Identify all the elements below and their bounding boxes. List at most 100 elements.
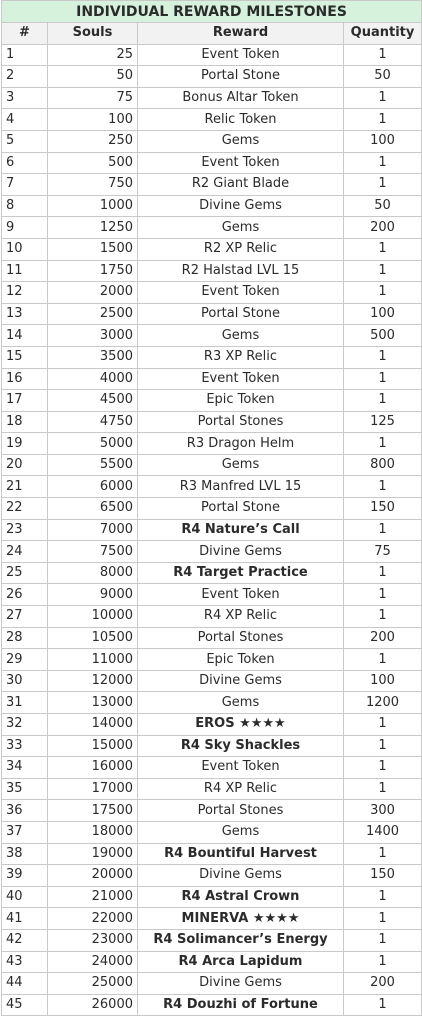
row-reward: Epic Token — [137, 389, 344, 412]
row-number: 26 — [1, 583, 48, 607]
row-souls: 21000 — [47, 885, 138, 909]
row-souls: 26000 — [47, 993, 138, 1017]
row-souls: 6500 — [47, 497, 138, 520]
row-souls: 19000 — [47, 842, 138, 866]
row-number: 41 — [1, 907, 48, 930]
row-souls: 10500 — [47, 626, 138, 650]
row-reward: Divine Gems — [137, 864, 344, 887]
row-quantity: 150 — [342, 864, 422, 887]
row-number: 39 — [1, 864, 48, 887]
row-number: 1 — [1, 43, 48, 67]
row-quantity: 1 — [342, 993, 422, 1017]
row-reward: Portal Stone — [137, 497, 344, 520]
row-number: 11 — [1, 259, 48, 283]
row-quantity: 1 — [342, 928, 422, 952]
row-number: 42 — [1, 928, 48, 952]
row-quantity: 1 — [342, 475, 422, 499]
table-row: 18 4750 Portal Stones 125 — [1, 410, 422, 434]
row-reward: Gems — [137, 129, 344, 153]
table-row: 20 5500 Gems 800 — [1, 453, 422, 477]
row-souls: 2000 — [47, 281, 138, 304]
table-row: 17 4500 Epic Token 1 — [1, 389, 422, 412]
row-quantity: 1 — [342, 86, 422, 110]
table-row: 44 25000 Divine Gems 200 — [1, 972, 422, 995]
row-souls: 5000 — [47, 432, 138, 455]
column-header-quantity: Quantity — [342, 22, 422, 45]
table-title: INDIVIDUAL REWARD MILESTONES — [0, 0, 422, 23]
row-reward: Divine Gems — [137, 669, 344, 693]
row-reward: Divine Gems — [137, 194, 344, 218]
row-number: 18 — [1, 410, 48, 434]
row-quantity: 1 — [342, 518, 422, 542]
table-row: 14 3000 Gems 500 — [1, 324, 422, 347]
row-souls: 1000 — [47, 194, 138, 218]
row-reward: Divine Gems — [137, 540, 344, 563]
table-row: 23 7000 R4 Nature’s Call 1 — [1, 518, 422, 542]
row-quantity: 800 — [342, 453, 422, 477]
row-souls: 500 — [47, 151, 138, 175]
row-reward: Portal Stone — [137, 302, 344, 326]
row-reward: Gems — [137, 691, 344, 714]
row-quantity: 1200 — [342, 691, 422, 714]
row-souls: 18000 — [47, 820, 138, 844]
row-number: 22 — [1, 497, 48, 520]
row-quantity: 1 — [342, 367, 422, 391]
row-souls: 25000 — [47, 972, 138, 995]
row-quantity: 1 — [342, 43, 422, 67]
row-reward: Portal Stones — [137, 410, 344, 434]
row-number: 4 — [1, 108, 48, 131]
row-reward: Portal Stone — [137, 65, 344, 88]
table-row: 45 26000 R4 Douzhi of Fortune 1 — [1, 993, 422, 1017]
row-number: 3 — [1, 86, 48, 110]
row-reward: R2 XP Relic — [137, 237, 344, 261]
column-header-souls: Souls — [47, 22, 138, 45]
table-row: 10 1500 R2 XP Relic 1 — [1, 237, 422, 261]
row-quantity: 200 — [342, 216, 422, 239]
row-reward: Gems — [137, 453, 344, 477]
table-row: 36 17500 Portal Stones 300 — [1, 799, 422, 822]
table-row: 43 24000 R4 Arca Lapidum 1 — [1, 950, 422, 974]
row-quantity: 50 — [342, 194, 422, 218]
row-souls: 10000 — [47, 605, 138, 628]
row-number: 2 — [1, 65, 48, 88]
table-row: 12 2000 Event Token 1 — [1, 281, 422, 304]
row-quantity: 100 — [342, 302, 422, 326]
row-number: 44 — [1, 972, 48, 995]
row-number: 8 — [1, 194, 48, 218]
row-souls: 23000 — [47, 928, 138, 952]
row-souls: 4500 — [47, 389, 138, 412]
table-body: 1 25 Event Token 1 2 50 Portal Stone 50 3 75 Bonus… — [1, 43, 422, 1017]
row-souls: 22000 — [47, 907, 138, 930]
row-quantity: 300 — [342, 799, 422, 822]
row-quantity: 1 — [342, 648, 422, 671]
row-number: 12 — [1, 281, 48, 304]
row-reward: R4 Solimancer’s Energy — [137, 928, 344, 952]
row-number: 38 — [1, 842, 48, 866]
row-souls: 2500 — [47, 302, 138, 326]
row-quantity: 200 — [342, 626, 422, 650]
row-souls: 14000 — [47, 713, 138, 736]
row-quantity: 1 — [342, 713, 422, 736]
row-souls: 250 — [47, 129, 138, 153]
table-row: 4 100 Relic Token 1 — [1, 108, 422, 131]
table-row: 41 22000 MINERVA ★★★★ 1 — [1, 907, 422, 930]
row-reward: Gems — [137, 324, 344, 347]
row-reward: R4 Douzhi of Fortune — [137, 993, 344, 1017]
table-row: 1 25 Event Token 1 — [1, 43, 422, 67]
table-row: 37 18000 Gems 1400 — [1, 820, 422, 844]
row-reward: R2 Giant Blade — [137, 173, 344, 196]
row-quantity: 1 — [342, 950, 422, 974]
row-souls: 750 — [47, 173, 138, 196]
table-row: 31 13000 Gems 1200 — [1, 691, 422, 714]
header-row: # Souls Reward Quantity — [1, 22, 422, 45]
row-souls: 100 — [47, 108, 138, 131]
row-quantity: 1 — [342, 173, 422, 196]
row-souls: 1750 — [47, 259, 138, 283]
row-souls: 17000 — [47, 777, 138, 801]
row-souls: 7000 — [47, 518, 138, 542]
row-number: 21 — [1, 475, 48, 499]
row-number: 35 — [1, 777, 48, 801]
row-number: 31 — [1, 691, 48, 714]
row-reward: R4 Bountiful Harvest — [137, 842, 344, 866]
